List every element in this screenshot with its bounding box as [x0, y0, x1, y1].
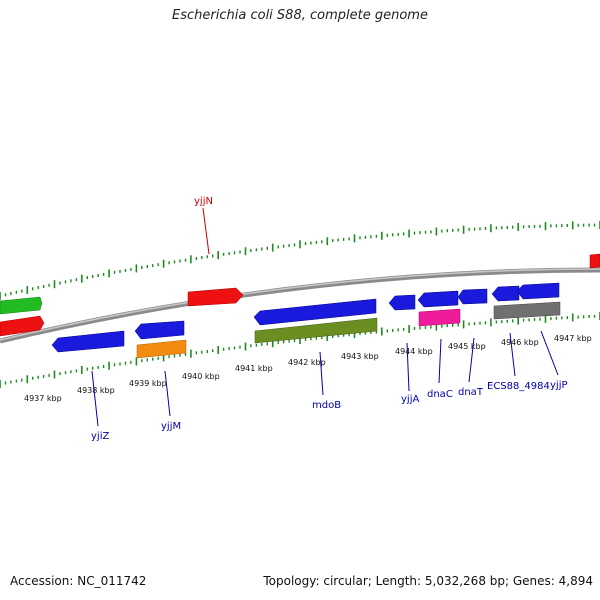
- gene-arrow-ECS88_4984[interactable]: [491, 285, 520, 302]
- gene-label-dnaC[interactable]: dnaC: [427, 389, 453, 400]
- gene-arrow-yjjM[interactable]: [134, 320, 185, 340]
- tick-label-4944: 4944 kbp: [395, 347, 433, 356]
- scale-labels: 4937 kbp 4938 kbp 4939 kbp 4940 kbp 4941…: [24, 334, 592, 403]
- forward-strand-features: [0, 253, 600, 337]
- gene-label-mdoB[interactable]: mdoB: [312, 400, 341, 411]
- tick-label-4946: 4946 kbp: [501, 338, 539, 347]
- tick-label-4945: 4945 kbp: [448, 342, 486, 351]
- gene-arrow-yjjN[interactable]: [187, 287, 244, 307]
- tick-label-4947: 4947 kbp: [554, 334, 592, 343]
- gene-label-dnaT[interactable]: dnaT: [458, 387, 484, 398]
- gene-arrow-gray[interactable]: [493, 301, 561, 320]
- gene-label-yjjM[interactable]: yjjM: [161, 421, 181, 432]
- gene-arrow-red-left[interactable]: [0, 315, 45, 337]
- tick-label-4939: 4939 kbp: [129, 379, 167, 388]
- genome-backbone: [0, 267, 600, 344]
- gene-arrow-dnaC[interactable]: [417, 290, 459, 308]
- gene-labels: yjjN yjiZ yjjM mdoB yjjA dnaC dnaT ECS88…: [91, 196, 568, 442]
- gene-label-yjjN[interactable]: yjjN: [194, 196, 213, 207]
- gene-arrow-orange[interactable]: [136, 339, 187, 359]
- leader-dnaC: [438, 338, 442, 384]
- gene-arrow-dnaT[interactable]: [457, 288, 488, 305]
- gene-leader-lines: [91, 207, 559, 427]
- gene-label-ECS88_4984[interactable]: ECS88_4984: [487, 381, 550, 392]
- tick-label-4941: 4941 kbp: [235, 364, 273, 373]
- genome-backbone-highlight: [0, 268, 600, 341]
- genome-summary-text: Topology: circular; Length: 5,032,268 bp…: [263, 574, 593, 588]
- leader-dnaT: [468, 337, 475, 383]
- upper-tick-row: [0, 221, 600, 300]
- leader-yjjP: [540, 330, 559, 376]
- gene-arrow-yjjA[interactable]: [388, 294, 416, 311]
- leader-yjjM: [164, 370, 171, 417]
- leader-yjjA: [406, 342, 410, 392]
- gene-arrow-red-right[interactable]: [589, 253, 600, 269]
- tick-label-4940: 4940 kbp: [182, 372, 220, 381]
- leader-yjiZ: [91, 370, 99, 427]
- reverse-strand-features: [51, 282, 561, 359]
- gene-arrow-green[interactable]: [0, 296, 43, 315]
- leader-ECS88_4984: [509, 332, 516, 377]
- tick-label-4943: 4943 kbp: [341, 352, 379, 361]
- map-title: Escherichia coli S88, complete genome: [172, 8, 428, 23]
- gene-arrow-pink[interactable]: [418, 308, 461, 327]
- gene-label-yjiZ[interactable]: yjiZ: [91, 431, 109, 442]
- gene-label-yjjP[interactable]: yjjP: [550, 380, 568, 391]
- gene-arrow-mdoB[interactable]: [253, 298, 377, 326]
- leader-mdoB: [319, 351, 324, 396]
- tick-label-4937: 4937 kbp: [24, 394, 62, 403]
- accession-text: Accession: NC_011742: [10, 574, 147, 588]
- gene-label-yjjA[interactable]: yjjA: [401, 394, 419, 405]
- gene-arrow-yjiZ[interactable]: [51, 330, 125, 353]
- tick-label-4942: 4942 kbp: [288, 358, 326, 367]
- tick-label-4938: 4938 kbp: [77, 386, 115, 395]
- gene-arrow-olive[interactable]: [254, 317, 378, 344]
- gene-arrow-yjjP[interactable]: [516, 282, 560, 300]
- leader-yjjN: [202, 207, 210, 255]
